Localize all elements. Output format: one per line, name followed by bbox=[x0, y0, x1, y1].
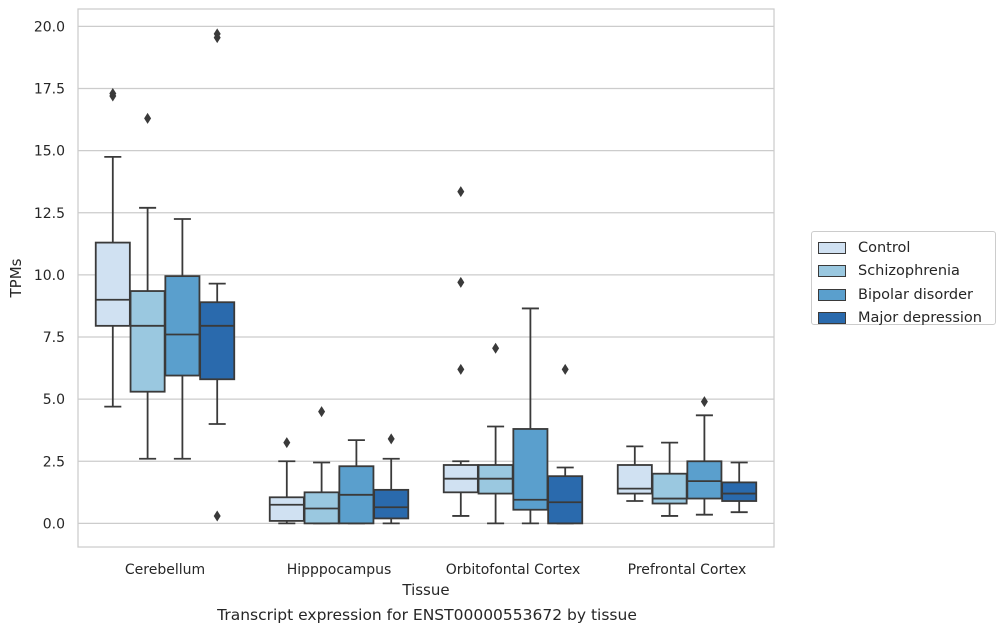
legend-label: Control bbox=[858, 239, 911, 256]
y-tick-label: 17.5 bbox=[34, 82, 65, 98]
box-bipolar-disorder bbox=[338, 439, 375, 525]
iqr-box bbox=[512, 428, 549, 511]
box-major-depression bbox=[547, 363, 584, 525]
box-major-depression bbox=[721, 461, 758, 514]
iqr-box bbox=[373, 488, 410, 520]
y-axis-label: TPMs bbox=[7, 258, 25, 298]
legend-item: Major depression bbox=[818, 307, 995, 331]
legend-item: Control bbox=[818, 236, 995, 260]
iqr-box bbox=[94, 241, 131, 327]
box-control bbox=[94, 87, 131, 408]
x-tick-labels: Cerebellum Hipppocampus Orbitofontal Corte… bbox=[125, 562, 746, 578]
y-tick-label: 12.5 bbox=[34, 206, 65, 222]
legend-label: Bipolar disorder bbox=[858, 286, 973, 303]
box-bipolar-disorder bbox=[164, 218, 201, 460]
outlier-point bbox=[213, 28, 221, 40]
box-control bbox=[268, 437, 305, 525]
legend-swatch bbox=[818, 265, 846, 278]
legend-label: Major depression bbox=[858, 310, 982, 327]
legend-swatch bbox=[818, 241, 846, 254]
box-control bbox=[616, 445, 653, 502]
y-tick-labels: 0.0 2.5 5.0 7.5 10.0 12.5 15.0 17.5 20.0 bbox=[34, 19, 65, 532]
legend-swatch bbox=[818, 312, 846, 325]
y-tick-label: 7.5 bbox=[43, 330, 65, 346]
outlier-point bbox=[213, 510, 221, 522]
iqr-box bbox=[129, 290, 166, 393]
iqr-box bbox=[199, 301, 236, 381]
plot-frame bbox=[77, 8, 775, 548]
x-tick-label: Prefrontal Cortex bbox=[628, 562, 747, 578]
outlier-point bbox=[144, 112, 152, 124]
iqr-box bbox=[686, 460, 723, 500]
outlier-point bbox=[109, 87, 117, 99]
box-control bbox=[442, 186, 479, 517]
outlier-point bbox=[561, 363, 569, 375]
outlier-point bbox=[457, 363, 465, 375]
box-schizophrenia bbox=[651, 441, 688, 517]
outlier-point bbox=[457, 276, 465, 288]
iqr-box bbox=[268, 496, 305, 522]
x-tick-label: Cerebellum bbox=[125, 562, 205, 578]
x-tick-label: Hipppocampus bbox=[287, 562, 392, 578]
y-tick-label: 10.0 bbox=[34, 268, 65, 284]
x-axis-label: Tissue bbox=[401, 581, 449, 599]
outlier-point bbox=[700, 396, 708, 408]
legend-item: Schizophrenia bbox=[818, 260, 995, 284]
outlier-point bbox=[318, 406, 326, 418]
box-schizophrenia bbox=[477, 342, 514, 525]
box-bipolar-disorder bbox=[686, 396, 723, 516]
box-schizophrenia bbox=[303, 406, 340, 525]
legend-item: Bipolar disorder bbox=[818, 283, 995, 307]
y-tick-label: 5.0 bbox=[43, 392, 65, 408]
outlier-point bbox=[492, 342, 500, 354]
box-major-depression bbox=[199, 28, 236, 522]
y-tick-label: 2.5 bbox=[43, 454, 65, 470]
iqr-box bbox=[547, 475, 584, 525]
legend-swatch bbox=[818, 288, 846, 301]
outlier-point bbox=[283, 437, 291, 449]
box-major-depression bbox=[373, 433, 410, 525]
outlier-point bbox=[457, 186, 465, 198]
y-tick-label: 0.0 bbox=[43, 516, 65, 532]
box-series bbox=[94, 28, 758, 525]
legend-label: Schizophrenia bbox=[858, 263, 960, 280]
legend: Control Schizophrenia Bipolar disorder Majo… bbox=[811, 231, 996, 326]
x-tick-label: Orbitofontal Cortex bbox=[446, 562, 581, 578]
chart-caption: Transcript expression for ENST0000055367… bbox=[217, 606, 637, 624]
iqr-box bbox=[164, 275, 201, 377]
iqr-box bbox=[721, 481, 758, 502]
y-tick-label: 20.0 bbox=[34, 19, 65, 35]
box-schizophrenia bbox=[129, 112, 166, 460]
outlier-point bbox=[387, 433, 395, 445]
y-tick-label: 15.0 bbox=[34, 144, 65, 160]
box-bipolar-disorder bbox=[512, 307, 549, 525]
